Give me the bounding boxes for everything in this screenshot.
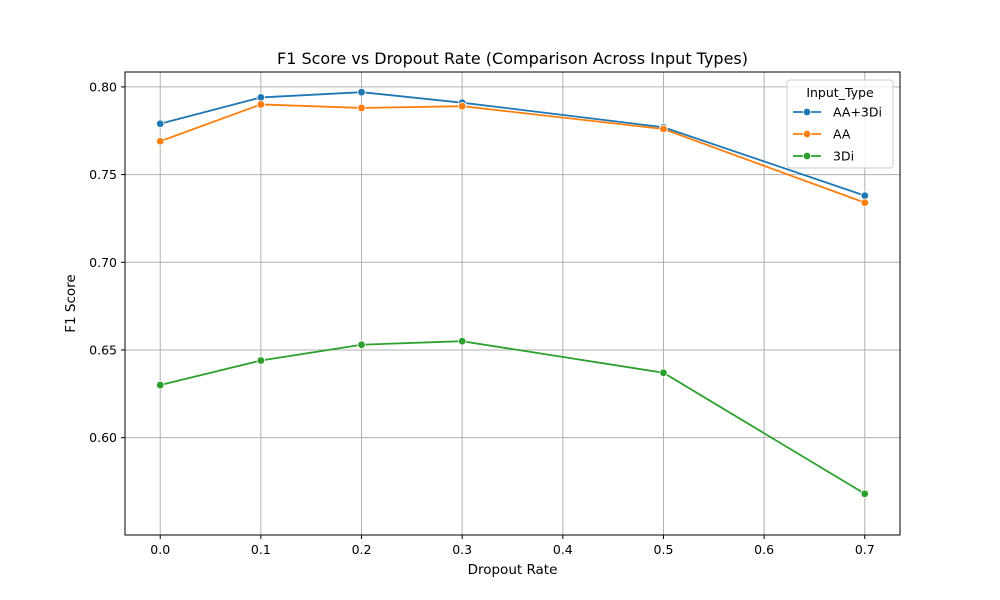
x-tick-label: 0.3: [452, 542, 472, 557]
legend-marker: [802, 107, 812, 117]
data-point: [357, 87, 366, 97]
x-tick-label: 0.2: [352, 542, 372, 557]
x-tick-label: 0.4: [553, 542, 573, 557]
legend-item: 3Di: [793, 149, 854, 164]
x-tick-label: 0.5: [654, 542, 674, 557]
legend-item: AA+3Di: [793, 105, 882, 120]
data-point: [156, 119, 165, 128]
data-point: [860, 489, 869, 498]
series-3di: [156, 337, 869, 498]
legend-marker: [802, 129, 812, 139]
data-point: [357, 340, 366, 349]
legend: Input_Type AA+3Di AA 3Di: [786, 79, 894, 169]
x-tick-label: 0.1: [251, 542, 271, 557]
x-axis-label: Dropout Rate: [468, 562, 558, 578]
data-point: [659, 124, 668, 134]
legend-item: AA: [793, 127, 851, 142]
data-point: [256, 100, 266, 109]
series-aa: [156, 100, 869, 207]
data-point: [457, 337, 467, 346]
x-tick-label: 0.0: [150, 542, 170, 557]
y-tick-label: 0.70: [89, 255, 117, 270]
data-point: [357, 103, 366, 113]
data-point: [457, 101, 467, 111]
data-point: [256, 93, 266, 102]
y-tick-label: 0.80: [89, 79, 117, 94]
x-tick-label: 0.6: [754, 542, 774, 557]
legend-label: AA: [833, 127, 851, 142]
data-point: [156, 380, 165, 390]
legend-box: [786, 79, 894, 169]
y-axis-label: F1 Score: [63, 274, 79, 332]
data-point: [256, 356, 266, 365]
data-point: [659, 368, 668, 377]
y-tick-label: 0.65: [89, 342, 117, 357]
series-layer: [156, 87, 869, 498]
series-line: [160, 340, 866, 495]
legend-title: Input_Type: [806, 85, 874, 100]
chart-title: F1 Score vs Dropout Rate (Comparison Acr…: [277, 49, 748, 68]
legend-label: 3Di: [833, 149, 854, 164]
x-axis: 0.0 0.1 0.2 0.3 0.4 0.5 0.6 0.7: [150, 535, 875, 557]
legend-marker: [802, 151, 812, 161]
y-axis: 0.60 0.65 0.70 0.75 0.80: [89, 79, 125, 445]
series-line: [159, 103, 866, 204]
x-tick-label: 0.7: [855, 542, 875, 557]
y-tick-label: 0.60: [89, 430, 117, 445]
data-point: [860, 198, 869, 207]
legend-label: AA+3Di: [833, 105, 882, 120]
series-line: [159, 91, 866, 197]
data-point: [156, 137, 165, 146]
plot-frame: [124, 71, 901, 536]
y-tick-label: 0.75: [89, 167, 117, 182]
data-point: [860, 191, 869, 200]
